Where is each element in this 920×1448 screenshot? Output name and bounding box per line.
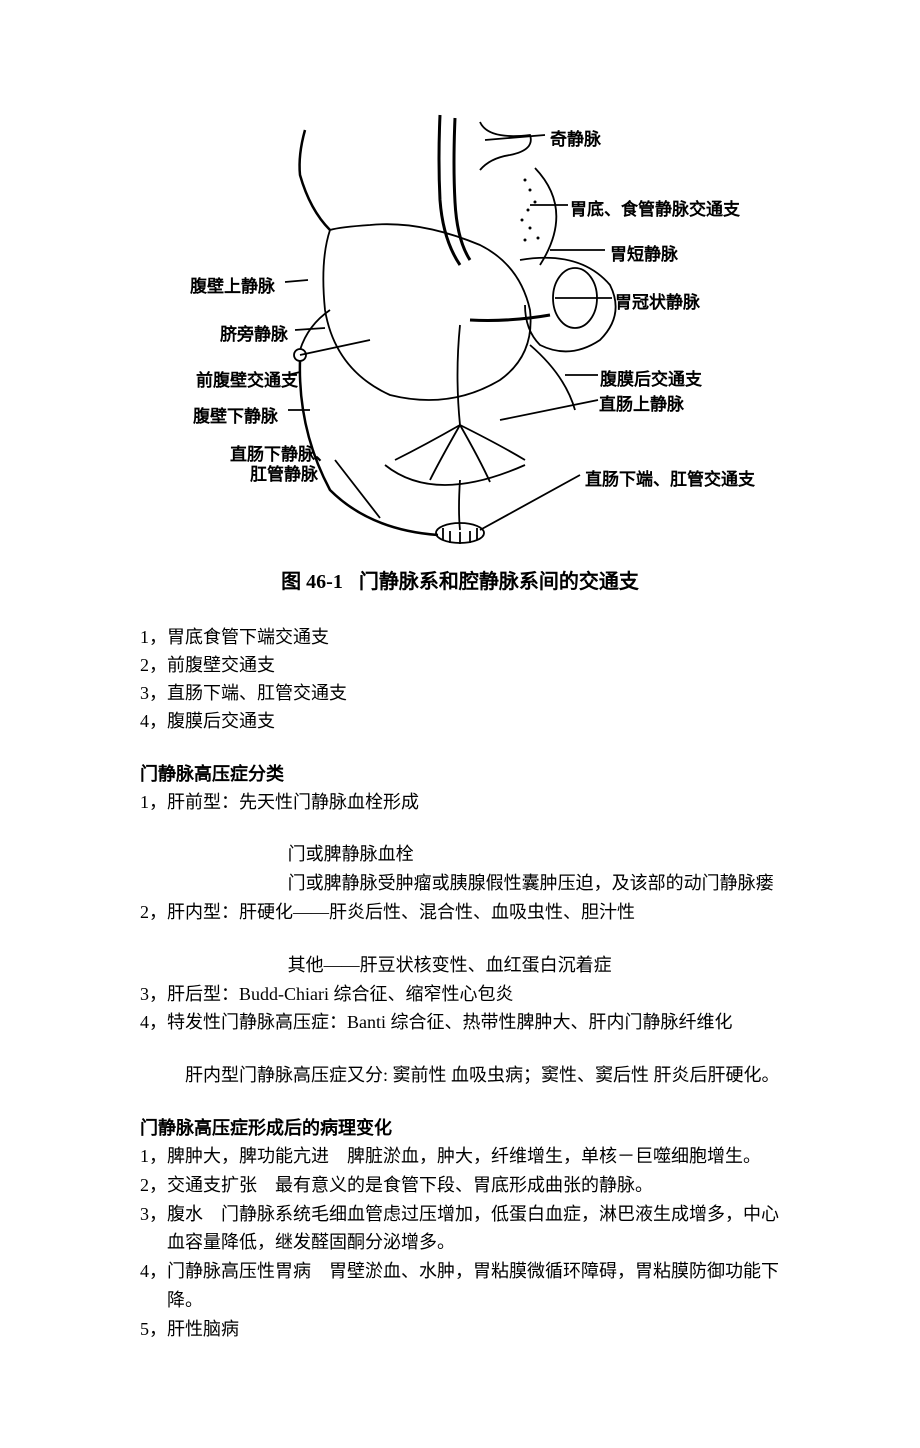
item-number: 2， <box>140 898 167 927</box>
section-heading-pathology: 门静脉高压症形成后的病理变化 <box>140 1114 780 1140</box>
item-text: 肝前型：先天性门静脉血栓形成 <box>167 788 780 817</box>
figure-number: 图 46-1 <box>281 571 343 593</box>
item-body: 肝硬化——肝炎后性、混合性、血吸虫性、胆汁性 <box>239 902 635 922</box>
figure-label: 腹壁下静脉 <box>193 402 278 427</box>
subline: 其他——肝豆状核变性、血红蛋白沉着症 <box>288 951 780 980</box>
item-number: 3， <box>140 980 167 1009</box>
list-item: 2，交通支扩张 最有意义的是食管下段、胃底形成曲张的静脉。 <box>140 1171 780 1200</box>
pathology-list: 1，脾肿大，脾功能亢进 脾脏淤血，肿大，纤维增生，单核－巨噬细胞增生。 2，交通… <box>140 1142 780 1344</box>
item-text: 胃底食管下端交通支 <box>167 624 780 652</box>
list-item: 4，腹膜后交通支 <box>140 708 780 736</box>
item-label: 肝内型： <box>167 902 239 922</box>
intro-list: 1，胃底食管下端交通支 2，前腹壁交通支 3，直肠下端、肛管交通支 4，腹膜后交… <box>140 624 780 736</box>
list-item: 5，肝性脑病 <box>140 1315 780 1344</box>
list-item: 2，前腹壁交通支 <box>140 652 780 680</box>
figure-label: 腹膜后交通支 <box>600 365 702 390</box>
figure-label: 前腹壁交通支 <box>196 366 298 391</box>
item-number: 3， <box>140 1200 167 1258</box>
classification-list: 2， 肝内型：肝硬化——肝炎后性、混合性、血吸虫性、胆汁性 <box>140 898 780 927</box>
item-text: 前腹壁交通支 <box>167 652 780 680</box>
figure-label: 胃底、食管静脉交通支 <box>570 195 740 220</box>
classification-list: 3， 肝后型：Budd-Chiari 综合征、缩窄性心包炎 4， 特发性门静脉高… <box>140 980 780 1038</box>
list-item: 1， 肝前型：先天性门静脉血栓形成 <box>140 788 780 817</box>
list-item: 1，脾肿大，脾功能亢进 脾脏淤血，肿大，纤维增生，单核－巨噬细胞增生。 <box>140 1142 780 1171</box>
figure-caption: 图 46-1 门静脉系和腔静脉系间的交通支 <box>140 565 780 594</box>
section-heading-classification: 门静脉高压症分类 <box>140 760 780 786</box>
figure-label: 直肠上静脉 <box>599 390 684 415</box>
figure-label: 腹壁上静脉 <box>190 272 275 297</box>
item-label: 肝后型： <box>167 984 239 1004</box>
list-item: 3， 肝后型：Budd-Chiari 综合征、缩窄性心包炎 <box>140 980 780 1009</box>
item-number: 1， <box>140 788 167 817</box>
item-text: 脾肿大，脾功能亢进 脾脏淤血，肿大，纤维增生，单核－巨噬细胞增生。 <box>167 1142 780 1171</box>
figure-label: 奇静脉 <box>550 125 601 150</box>
subline: 门或脾静脉受肿瘤或胰腺假性囊肿压迫，及该部的动门静脉瘘 <box>288 869 780 898</box>
list-item: 2， 肝内型：肝硬化——肝炎后性、混合性、血吸虫性、胆汁性 <box>140 898 780 927</box>
figure-label: 脐旁静脉 <box>220 320 288 345</box>
item-number: 1， <box>140 1142 167 1171</box>
item-text: 肝内型：肝硬化——肝炎后性、混合性、血吸虫性、胆汁性 <box>167 898 780 927</box>
item-number: 3， <box>140 680 167 708</box>
list-item: 3，直肠下端、肛管交通支 <box>140 680 780 708</box>
figure-label: 胃冠状静脉 <box>615 288 700 313</box>
item-text: 肝后型：Budd-Chiari 综合征、缩窄性心包炎 <box>167 980 780 1009</box>
item-text: 门静脉高压性胃病 胃壁淤血、水肿，胃粘膜微循环障碍，胃粘膜防御功能下降。 <box>167 1257 780 1315</box>
classification-list: 1， 肝前型：先天性门静脉血栓形成 <box>140 788 780 817</box>
figure-label: 胃短静脉 <box>610 240 678 265</box>
figure-label: 肛管静脉 <box>250 460 318 485</box>
item-number: 5， <box>140 1315 167 1344</box>
list-item: 3，腹水 门静脉系统毛细血管虑过压增加，低蛋白血症，淋巴液生成增多，中心血容量降… <box>140 1200 780 1258</box>
anatomy-figure: 奇静脉 胃底、食管静脉交通支 胃短静脉 胃冠状静脉 腹膜后交通支 直肠上静脉 直… <box>180 110 740 550</box>
item-text: 肝性脑病 <box>167 1315 780 1344</box>
item-number: 2， <box>140 1171 167 1200</box>
item-text: 直肠下端、肛管交通支 <box>167 680 780 708</box>
item-body: Budd-Chiari 综合征、缩窄性心包炎 <box>239 984 514 1004</box>
item-label: 肝前型： <box>167 792 239 812</box>
item-number: 4， <box>140 1008 167 1037</box>
figure-caption-text: 门静脉系和腔静脉系间的交通支 <box>359 571 639 593</box>
item-text: 特发性门静脉高压症：Banti 综合征、热带性脾肿大、肝内门静脉纤维化 <box>167 1008 780 1037</box>
item-number: 4， <box>140 708 167 736</box>
list-item: 4， 特发性门静脉高压症：Banti 综合征、热带性脾肿大、肝内门静脉纤维化 <box>140 1008 780 1037</box>
figure-label: 直肠下端、肛管交通支 <box>585 465 755 490</box>
item-text: 交通支扩张 最有意义的是食管下段、胃底形成曲张的静脉。 <box>167 1171 780 1200</box>
item-number: 1， <box>140 624 167 652</box>
list-item: 4，门静脉高压性胃病 胃壁淤血、水肿，胃粘膜微循环障碍，胃粘膜防御功能下降。 <box>140 1257 780 1315</box>
figure-container: 奇静脉 胃底、食管静脉交通支 胃短静脉 胃冠状静脉 腹膜后交通支 直肠上静脉 直… <box>140 110 780 594</box>
item-number: 2， <box>140 652 167 680</box>
list-item: 1，胃底食管下端交通支 <box>140 624 780 652</box>
item-body: 先天性门静脉血栓形成 <box>239 792 419 812</box>
subline: 门或脾静脉血栓 <box>288 840 780 869</box>
item-number: 4， <box>140 1257 167 1315</box>
subline: 肝内型门静脉高压症又分: 窦前性 血吸虫病；窦性、窦后性 肝炎后肝硬化。 <box>185 1061 780 1090</box>
item-text: 腹水 门静脉系统毛细血管虑过压增加，低蛋白血症，淋巴液生成增多，中心血容量降低，… <box>167 1200 780 1258</box>
item-text: 腹膜后交通支 <box>167 708 780 736</box>
